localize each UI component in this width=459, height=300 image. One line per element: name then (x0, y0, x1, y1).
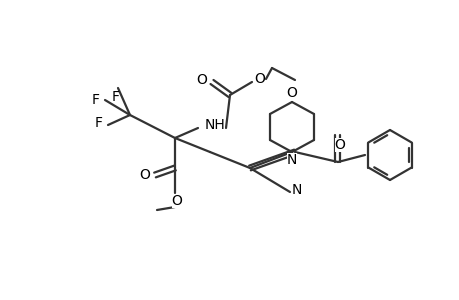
Text: O: O (254, 72, 265, 86)
Text: O: O (171, 194, 182, 208)
Text: O: O (286, 86, 297, 100)
Text: NH: NH (204, 118, 225, 132)
Text: N: N (286, 153, 297, 167)
Text: O: O (334, 138, 345, 152)
Text: N: N (291, 183, 302, 197)
Text: O: O (139, 168, 150, 182)
Text: O: O (196, 73, 207, 87)
Text: F: F (95, 116, 103, 130)
Text: F: F (112, 90, 120, 104)
Text: F: F (92, 93, 100, 107)
